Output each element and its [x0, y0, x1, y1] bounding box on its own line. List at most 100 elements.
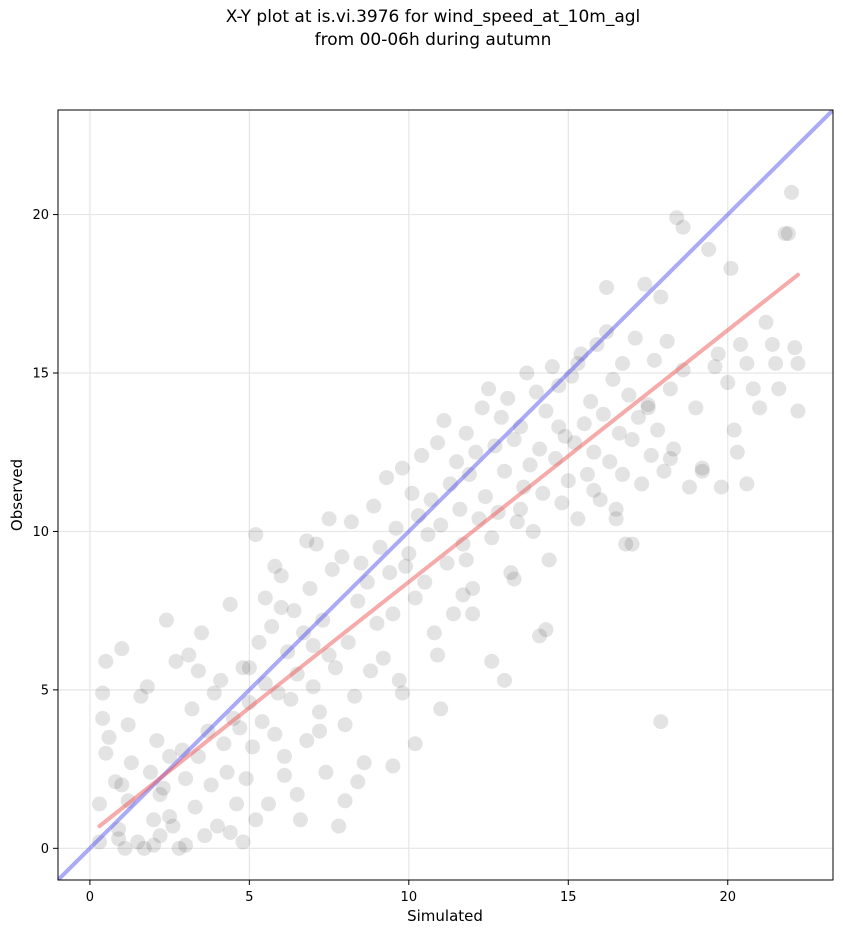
data-point: [640, 400, 656, 416]
data-point: [426, 625, 442, 641]
data-point: [98, 745, 114, 761]
data-point: [398, 558, 414, 574]
data-point: [458, 425, 474, 441]
data-point: [350, 593, 366, 609]
data-point: [213, 672, 229, 688]
data-point: [688, 400, 704, 416]
data-point: [646, 352, 662, 368]
data-point: [445, 606, 461, 622]
data-point: [787, 340, 803, 356]
data-point: [468, 444, 484, 460]
data-point: [739, 355, 755, 371]
data-point: [181, 647, 197, 663]
data-point: [634, 476, 650, 492]
data-point: [114, 641, 130, 657]
data-point: [790, 403, 806, 419]
data-point: [579, 466, 595, 482]
data-point: [299, 533, 315, 549]
data-point: [385, 606, 401, 622]
data-point: [171, 840, 187, 856]
fit-line: [97, 272, 800, 829]
y-axis-label: Observed: [8, 459, 26, 531]
data-point: [768, 355, 784, 371]
data-point: [474, 400, 490, 416]
x-tick-label: 5: [245, 890, 253, 905]
data-point: [149, 733, 165, 749]
data-point: [784, 184, 800, 200]
data-point: [624, 536, 640, 552]
data-point: [551, 378, 567, 394]
data-point: [343, 514, 359, 530]
data-point: [701, 241, 717, 257]
data-point: [662, 451, 678, 467]
x-tick-label: 15: [560, 890, 577, 905]
data-point: [299, 733, 315, 749]
data-point: [321, 647, 337, 663]
data-point: [675, 219, 691, 235]
data-point: [407, 736, 423, 752]
data-point: [162, 809, 178, 825]
data-point: [257, 590, 273, 606]
data-point: [178, 837, 194, 853]
data-point: [219, 764, 235, 780]
data-point: [289, 786, 305, 802]
data-point: [130, 834, 146, 850]
data-point: [643, 447, 659, 463]
data-point: [554, 495, 570, 511]
y-tick-label: 20: [32, 208, 49, 223]
data-point: [627, 330, 643, 346]
data-point: [136, 840, 152, 856]
data-point: [363, 663, 379, 679]
data-point: [506, 432, 522, 448]
data-point: [720, 375, 736, 391]
data-point: [194, 625, 210, 641]
data-point: [583, 394, 599, 410]
data-point: [318, 764, 334, 780]
data-point: [353, 555, 369, 571]
data-point: [245, 739, 261, 755]
data-point: [780, 226, 796, 242]
data-point: [595, 406, 611, 422]
data-point: [509, 514, 525, 530]
data-point: [681, 479, 697, 495]
data-point: [95, 685, 111, 701]
data-point: [139, 679, 155, 695]
identity-line: [58, 110, 833, 880]
y-tick-label: 5: [41, 683, 49, 698]
data-point: [764, 336, 780, 352]
data-point: [229, 796, 245, 812]
data-point: [653, 289, 669, 305]
data-point: [209, 818, 225, 834]
data-point: [111, 831, 127, 847]
data-point: [187, 799, 203, 815]
data-point: [532, 628, 548, 644]
data-point: [710, 346, 726, 362]
data-point: [452, 501, 468, 517]
data-point: [602, 454, 618, 470]
data-point: [347, 688, 363, 704]
data-point: [222, 596, 238, 612]
data-point: [251, 634, 267, 650]
data-point: [458, 552, 474, 568]
data-point: [449, 454, 465, 470]
data-point: [407, 590, 423, 606]
x-axis-ticks: 0 5 10 15 20: [86, 880, 736, 905]
data-point: [283, 691, 299, 707]
data-point: [528, 384, 544, 400]
data-point: [369, 615, 385, 631]
x-axis-label: Simulated: [407, 907, 483, 925]
data-point: [267, 558, 283, 574]
data-point: [694, 463, 710, 479]
data-point: [771, 381, 787, 397]
data-point: [433, 517, 449, 533]
chart-title: X-Y plot at is.vi.3976 for wind_speed_at…: [0, 6, 843, 52]
data-point: [733, 336, 749, 352]
data-point: [305, 679, 321, 695]
data-point: [522, 457, 538, 473]
data-point: [618, 536, 634, 552]
data-point: [433, 701, 449, 717]
data-point: [289, 666, 305, 682]
data-point: [745, 381, 761, 397]
data-point: [519, 365, 535, 381]
